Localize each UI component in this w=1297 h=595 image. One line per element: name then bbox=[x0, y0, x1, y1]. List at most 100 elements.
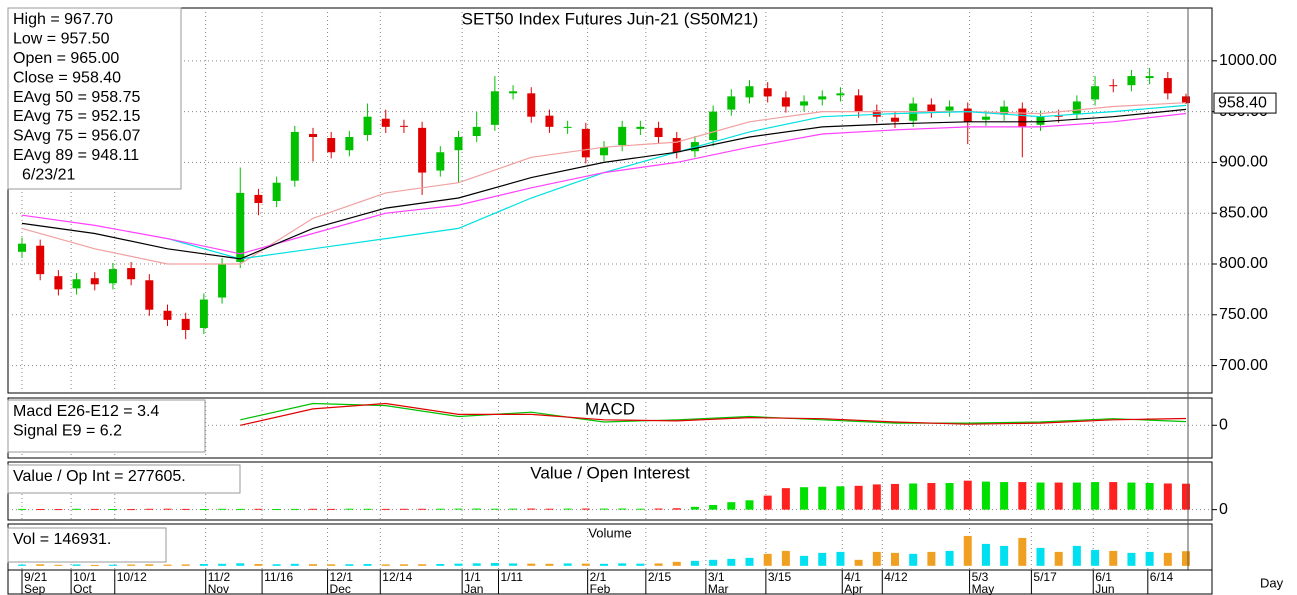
bar bbox=[18, 508, 27, 510]
bar bbox=[1163, 552, 1172, 566]
candle-body bbox=[1072, 101, 1081, 114]
bar bbox=[309, 564, 318, 566]
candle-body bbox=[600, 147, 609, 156]
bar bbox=[472, 563, 481, 566]
legend-entry: EAvg 89 = 948.11 bbox=[13, 147, 139, 164]
candle-body bbox=[254, 194, 263, 204]
bar bbox=[381, 508, 390, 510]
bar bbox=[854, 485, 863, 510]
x-tick-label: 9/21 bbox=[24, 570, 48, 584]
bar bbox=[709, 559, 718, 566]
bar bbox=[108, 508, 117, 510]
bar bbox=[781, 488, 790, 510]
candle-body bbox=[781, 97, 790, 107]
bar bbox=[108, 564, 117, 566]
legend-entry: Low = 957.50 bbox=[13, 31, 110, 48]
candle-body bbox=[381, 118, 390, 127]
candle-body bbox=[399, 125, 408, 127]
bar bbox=[254, 508, 263, 510]
bar bbox=[745, 500, 754, 510]
x-tick-label: 11/16 bbox=[264, 570, 293, 584]
bar bbox=[1109, 550, 1118, 566]
bar bbox=[54, 564, 63, 566]
candle-body bbox=[1018, 108, 1027, 127]
y-tick-label: 0 bbox=[1219, 501, 1228, 518]
candle-body bbox=[945, 106, 954, 111]
candle-body bbox=[563, 126, 572, 128]
bar bbox=[199, 508, 208, 510]
legend-entry: Signal E9 = 6.2 bbox=[13, 423, 122, 440]
y-tick-label: 750.00 bbox=[1219, 306, 1268, 323]
bar bbox=[545, 563, 554, 566]
x-tick-label: 2/15 bbox=[648, 570, 672, 584]
bar bbox=[636, 508, 645, 510]
bar bbox=[781, 550, 790, 566]
bar bbox=[1181, 551, 1190, 566]
bar bbox=[18, 564, 27, 566]
bar bbox=[672, 508, 681, 510]
bar bbox=[1000, 482, 1009, 510]
candle-body bbox=[36, 245, 45, 275]
x-tick-label: 6/1 bbox=[1095, 570, 1112, 584]
last-price: 958.40 bbox=[1218, 94, 1267, 111]
bar bbox=[581, 508, 590, 510]
bar bbox=[218, 563, 227, 566]
bar bbox=[418, 508, 427, 510]
candle-body bbox=[418, 127, 427, 173]
date-axis bbox=[7, 569, 1213, 595]
panel-title: Volume bbox=[588, 525, 631, 540]
candle-body bbox=[745, 86, 754, 98]
bar bbox=[163, 564, 172, 566]
bar bbox=[891, 483, 899, 510]
bar bbox=[327, 564, 336, 566]
bar bbox=[1091, 549, 1100, 566]
x-tick-label: 10/1 bbox=[73, 570, 97, 584]
candle-body bbox=[236, 192, 245, 262]
month-label: Apr bbox=[844, 582, 863, 595]
bar bbox=[127, 564, 136, 566]
candle-body bbox=[345, 137, 354, 151]
panel-title: SET50 Index Futures Jun-21 (S50M21) bbox=[462, 9, 759, 28]
line-series bbox=[240, 402, 1187, 426]
candle-body bbox=[327, 138, 336, 153]
bar bbox=[1054, 482, 1063, 510]
bar bbox=[345, 508, 354, 510]
candle-body bbox=[1181, 96, 1190, 104]
bar bbox=[891, 552, 899, 566]
panel-frame bbox=[7, 523, 1213, 571]
bar bbox=[1036, 547, 1045, 566]
bar bbox=[472, 508, 481, 510]
candle-body bbox=[963, 108, 972, 122]
bar bbox=[927, 551, 936, 566]
candle-body bbox=[618, 126, 627, 146]
candle-body bbox=[654, 127, 663, 138]
candle-body bbox=[1091, 86, 1100, 100]
bar bbox=[1054, 551, 1063, 566]
candle-body bbox=[309, 133, 318, 138]
month-label: Jun bbox=[1095, 582, 1114, 595]
line-series bbox=[21, 102, 1187, 265]
bar bbox=[54, 509, 63, 511]
legend-entry: High = 967.70 bbox=[13, 11, 113, 28]
line-series bbox=[21, 108, 1187, 260]
candle-body bbox=[1145, 76, 1154, 79]
x-tick-label: 10/12 bbox=[117, 570, 147, 584]
bar bbox=[363, 508, 372, 510]
candle-body bbox=[290, 131, 299, 181]
candle-body bbox=[581, 128, 590, 158]
bar bbox=[963, 480, 972, 510]
x-tick-label: 3/15 bbox=[768, 570, 792, 584]
x-tick-label: 5/3 bbox=[972, 570, 989, 584]
bar bbox=[36, 564, 45, 566]
candle-body bbox=[145, 280, 154, 310]
bar bbox=[654, 508, 663, 510]
candle-body bbox=[981, 116, 990, 120]
candle-body bbox=[127, 268, 136, 280]
month-label: Mar bbox=[708, 582, 729, 595]
candle-body bbox=[472, 126, 481, 136]
candle-body bbox=[163, 310, 172, 320]
candle-body bbox=[1054, 115, 1063, 117]
candle-body bbox=[1127, 76, 1136, 86]
candle-body bbox=[836, 93, 845, 96]
